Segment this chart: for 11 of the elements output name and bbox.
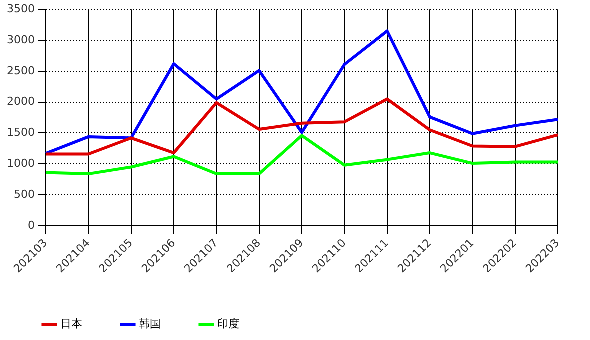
y-tick-label: 2500	[6, 64, 35, 78]
legend-label: 日本	[60, 317, 82, 330]
legend-label: 印度	[218, 317, 240, 330]
y-tick-label: 2000	[6, 95, 35, 108]
y-tick-label: 500	[14, 188, 35, 201]
y-tick-label: 1000	[6, 157, 35, 170]
y-tick-label: 1500	[6, 126, 35, 140]
y-tick-label: 3500	[6, 2, 35, 16]
y-tick-label: 0	[28, 218, 35, 232]
y-tick-label: 3000	[6, 33, 35, 46]
legend-label: 韩国	[139, 317, 161, 330]
